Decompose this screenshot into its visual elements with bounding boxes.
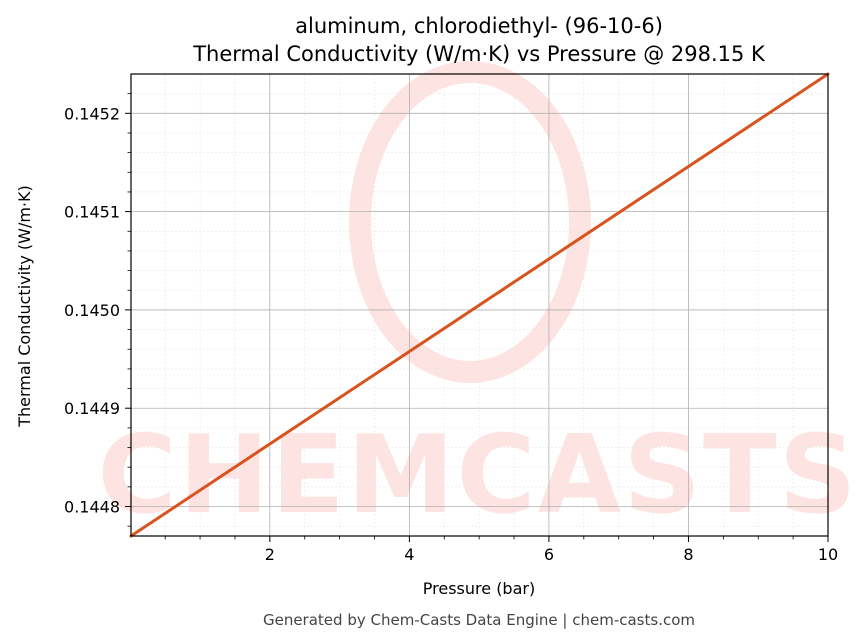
y-tick-label: 0.1451 — [64, 203, 120, 222]
y-axis-label: Thermal Conductivity (W/m·K) — [15, 185, 34, 428]
minor-grid — [131, 74, 828, 536]
x-axis-label: Pressure (bar) — [423, 579, 535, 598]
series-layer — [129, 72, 830, 538]
x-axis: 2 4 6 8 10 — [164, 536, 838, 564]
watermark-text: CHEMCASTS — [98, 413, 856, 538]
y-tick-label: 0.1449 — [64, 399, 120, 418]
watermark: CHEMCASTS — [98, 61, 856, 538]
chart-subtitle: Thermal Conductivity (W/m·K) vs Pressure… — [192, 42, 766, 66]
x-tick-label: 8 — [683, 545, 693, 564]
y-tick-label: 0.1448 — [64, 498, 120, 517]
x-tick-label: 2 — [265, 545, 275, 564]
y-tick-label: 0.1452 — [64, 104, 120, 123]
y-axis: 0.1448 0.1449 0.1450 0.1451 0.1452 — [64, 93, 131, 527]
watermark-ring — [349, 61, 591, 383]
y-tick-label: 0.1450 — [64, 301, 120, 320]
x-tick-label: 10 — [818, 545, 838, 564]
x-tick-label: 4 — [404, 545, 414, 564]
chart-title: aluminum, chlorodiethyl- (96-10-6) — [295, 14, 663, 38]
x-tick-label: 6 — [544, 545, 554, 564]
major-grid — [131, 74, 828, 536]
data-line — [129, 72, 830, 538]
footer-credit: Generated by Chem-Casts Data Engine | ch… — [263, 611, 695, 629]
